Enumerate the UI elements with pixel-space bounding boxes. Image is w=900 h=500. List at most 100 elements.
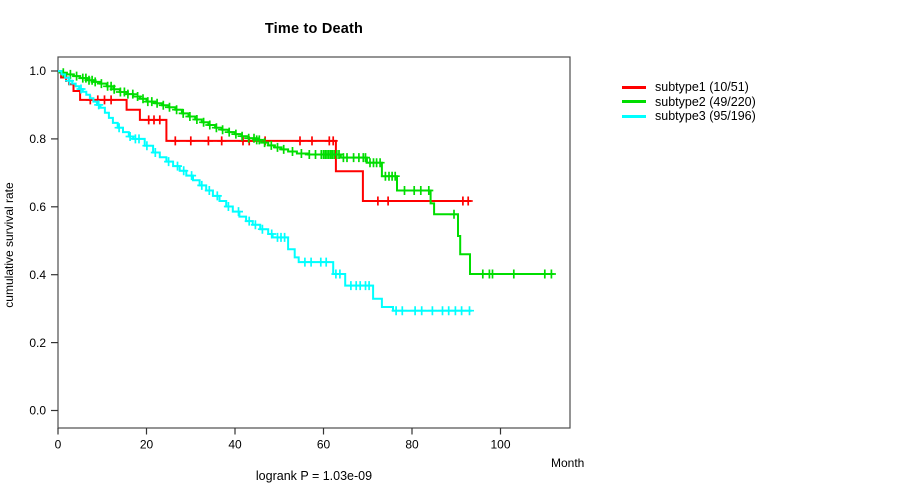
x-tick-label: 80 — [405, 438, 419, 452]
censor-mark — [147, 97, 157, 107]
y-tick-label: 0.4 — [29, 268, 46, 282]
x-axis-label: Month — [551, 456, 585, 470]
censor-mark — [273, 142, 282, 152]
censor-mark — [279, 144, 289, 154]
censor-mark — [416, 186, 426, 195]
censor-mark — [212, 191, 222, 201]
y-tick-label: 0.2 — [29, 336, 46, 350]
censor-mark — [260, 138, 270, 148]
censor-mark — [295, 136, 305, 146]
censor-mark — [94, 100, 104, 110]
censor-mark — [192, 115, 202, 124]
km-curve-2 — [58, 70, 554, 275]
censor-mark — [205, 120, 215, 130]
censor-mark — [335, 269, 345, 279]
censor-mark — [125, 132, 135, 141]
censor-mark — [128, 89, 138, 99]
x-tick-label: 20 — [140, 438, 154, 452]
censor-mark — [65, 69, 75, 79]
censor-mark — [457, 306, 467, 316]
censor-mark — [465, 306, 474, 316]
censor-mark — [424, 186, 434, 195]
censor-mark — [321, 257, 331, 267]
legend-line-subtype2 — [622, 100, 646, 104]
censor-mark — [306, 257, 316, 267]
censor-mark — [150, 148, 160, 157]
censor-mark — [400, 186, 409, 195]
censor-mark — [383, 196, 393, 206]
censor-mark — [90, 77, 100, 87]
censor-marks-1 — [61, 73, 473, 206]
y-axis: 0.0 0.2 0.4 0.6 0.8 1.0 — [29, 64, 58, 418]
censor-mark — [173, 161, 182, 171]
censor-marks-3 — [65, 76, 474, 316]
y-tick-label: 1.0 — [29, 64, 46, 78]
censor-mark — [96, 79, 106, 89]
censor-mark — [179, 166, 189, 176]
censor-mark — [254, 135, 264, 145]
legend-label-subtype1: subtype1 (10/51) — [655, 80, 749, 95]
plot-box — [57, 56, 571, 429]
censor-mark — [223, 202, 233, 211]
x-tick-label: 60 — [317, 438, 331, 452]
chart-title: Time to Death — [264, 21, 364, 37]
censor-mark — [158, 100, 168, 110]
x-tick-label: 100 — [490, 438, 510, 452]
censor-mark — [250, 220, 260, 230]
censor-mark — [142, 141, 152, 151]
censor-mark — [234, 207, 243, 217]
legend-line-subtype3 — [622, 114, 646, 118]
censor-mark — [390, 171, 400, 181]
y-tick-label: 0.8 — [29, 132, 46, 146]
x-axis: 0 20 40 60 80 100 — [55, 428, 511, 452]
censor-mark — [178, 108, 188, 118]
x-tick-label: 40 — [228, 438, 242, 452]
censor-mark — [328, 136, 338, 146]
censor-mark — [397, 306, 407, 316]
y-tick-label: 0.6 — [29, 200, 46, 214]
censor-mark — [257, 224, 267, 234]
censor-mark — [373, 196, 383, 206]
censor-mark — [204, 186, 214, 195]
censor-mark — [244, 216, 254, 226]
censor-mark — [237, 131, 247, 141]
legend: subtype1 (10/51) subtype2 (49/220) subty… — [622, 80, 756, 124]
censor-mark — [65, 76, 74, 86]
legend-item-subtype3: subtype3 (95/196) — [622, 109, 756, 124]
censor-mark — [417, 306, 427, 316]
series-2 — [58, 68, 556, 279]
censor-mark — [138, 94, 148, 104]
censor-mark — [375, 158, 385, 168]
censor-marks-2 — [58, 68, 556, 279]
censor-mark — [76, 84, 86, 94]
censor-mark — [217, 136, 227, 146]
censor-mark — [134, 134, 144, 144]
censor-mark — [185, 112, 195, 121]
censor-mark — [488, 269, 497, 279]
censor-mark — [106, 95, 116, 105]
legend-item-subtype1: subtype1 (10/51) — [622, 80, 756, 95]
censor-mark — [187, 171, 197, 181]
censor-mark — [170, 136, 180, 146]
series-3 — [58, 70, 474, 316]
legend-label-subtype3: subtype3 (95/196) — [655, 109, 756, 124]
censor-mark — [307, 136, 317, 146]
censor-mark — [266, 140, 276, 150]
censor-mark — [288, 147, 297, 156]
censor-mark — [133, 92, 143, 101]
censor-mark — [224, 127, 234, 137]
censor-mark — [172, 105, 182, 115]
y-tick-label: 0.0 — [29, 404, 46, 418]
censor-mark — [165, 102, 174, 112]
legend-label-subtype2: subtype2 (49/220) — [655, 94, 756, 109]
censor-mark — [58, 68, 68, 78]
censor-mark — [463, 196, 473, 206]
censor-mark — [152, 98, 162, 108]
censor-mark — [197, 180, 207, 190]
censor-mark — [267, 229, 277, 239]
censor-mark — [364, 281, 374, 291]
censor-mark — [155, 115, 165, 125]
censor-mark — [296, 149, 306, 158]
